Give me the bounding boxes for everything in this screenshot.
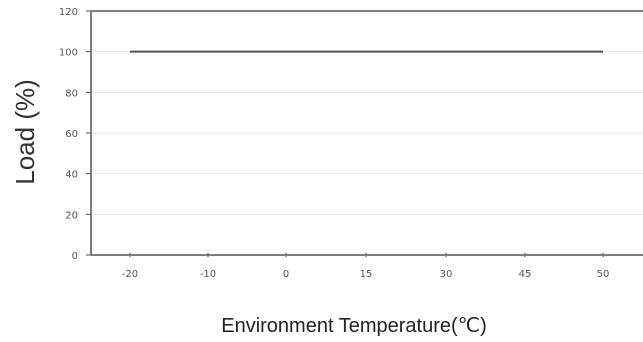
x-axis-label: Environment Temperature(℃) — [221, 315, 487, 337]
y-axis-label: Load (%) — [10, 79, 40, 185]
x-tick-label-0: -20 — [122, 269, 138, 280]
y-tick-label-120: 120 — [59, 7, 78, 18]
x-axis-ticks: -20 -10 0 15 30 45 50 — [122, 253, 610, 280]
y-axis-ticks: 0 20 40 60 80 100 120 — [59, 7, 91, 262]
x-tick-label-6: 50 — [597, 269, 610, 280]
grid-lines — [91, 51, 643, 215]
x-tick-label-1: -10 — [200, 269, 216, 280]
y-tick-label-80: 80 — [65, 88, 78, 99]
x-tick-label-3: 15 — [360, 269, 373, 280]
x-tick-label-4: 30 — [440, 269, 453, 280]
y-tick-label-60: 60 — [65, 129, 78, 140]
x-tick-label-5: 45 — [519, 269, 532, 280]
y-tick-label-0: 0 — [72, 251, 78, 262]
x-tick-label-2: 0 — [283, 269, 289, 280]
y-tick-label-20: 20 — [65, 210, 78, 221]
y-tick-label-40: 40 — [65, 170, 78, 181]
y-tick-label-100: 100 — [59, 48, 78, 59]
